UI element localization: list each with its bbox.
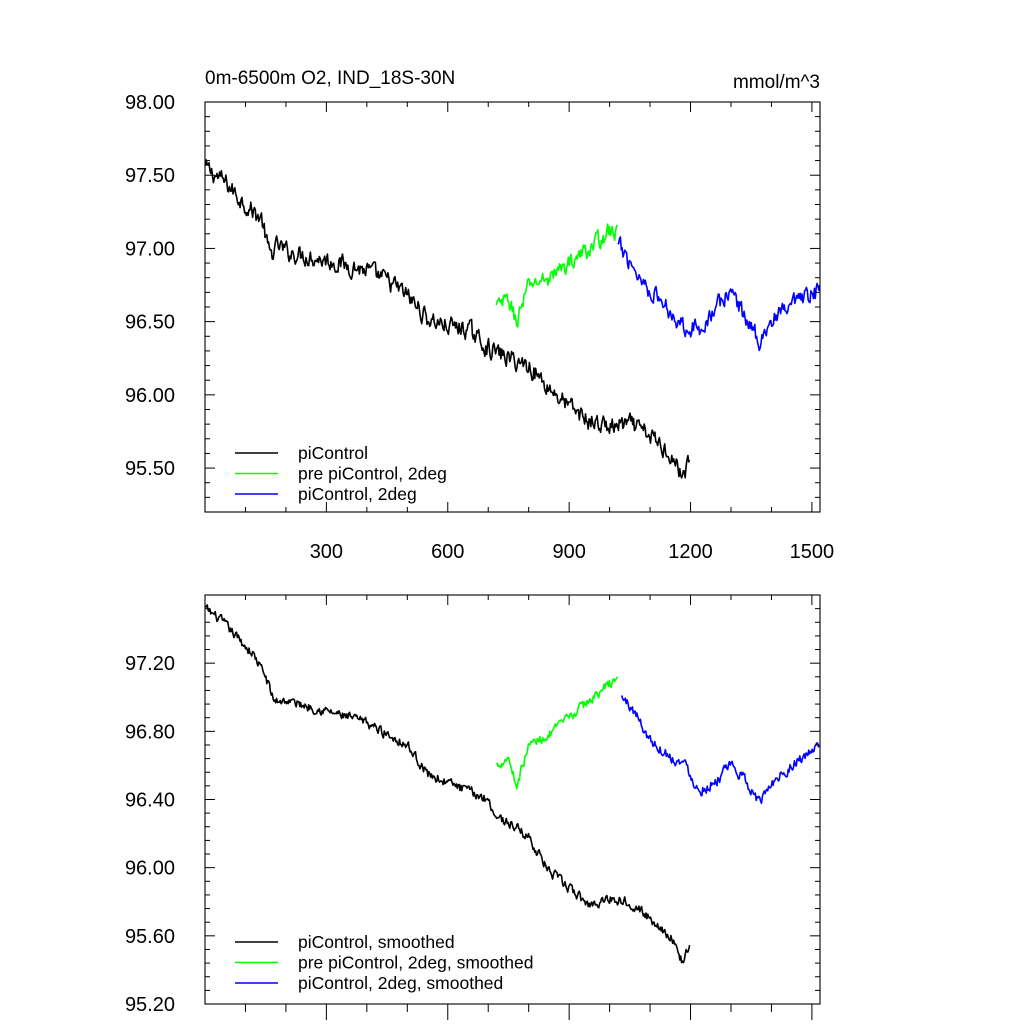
y-tick-label: 95.60 <box>125 926 175 948</box>
series-line-3 <box>617 236 820 352</box>
y-tick-label: 96.80 <box>125 721 175 743</box>
series-line-2 <box>495 223 619 328</box>
y-tick-label: 97.50 <box>125 165 175 187</box>
chart-title: 0m-6500m O2, IND_18S-30N <box>205 68 455 89</box>
y-tick-label: 96.00 <box>125 385 175 407</box>
bottom-panel: 95.20 95.60 96.00 96.40 96.80 97.20 piControl,… <box>125 594 821 1020</box>
y-tick-label: 97.20 <box>125 653 175 675</box>
x-tick-label: 1500 <box>790 541 835 563</box>
top-panel: 95.50 96.00 96.50 97.00 97.50 98.00 300 600 900 1… <box>125 68 834 563</box>
x-tick-label: 900 <box>552 541 585 563</box>
series-line-2 <box>495 676 619 790</box>
x-tick-label: 1200 <box>668 541 713 563</box>
x-tick-label: 600 <box>431 541 464 563</box>
series-line-1 <box>205 604 691 964</box>
y-tick-label: 95.50 <box>125 458 175 480</box>
legend-label: piControl, smoothed <box>298 932 455 952</box>
y-tick-label: 96.50 <box>125 312 175 334</box>
y-tick-label: 95.20 <box>125 994 175 1016</box>
x-tick-label: 300 <box>310 541 343 563</box>
y-tick-label: 96.40 <box>125 790 175 812</box>
units-label: mmol/m^3 <box>733 72 820 93</box>
legend-label: piControl, 2deg <box>298 484 417 504</box>
series-group <box>205 159 820 479</box>
y-tick-label: 97.00 <box>125 238 175 260</box>
legend-label: pre piControl, 2deg, smoothed <box>298 953 533 973</box>
y-tick-label: 96.00 <box>125 858 175 880</box>
legend-label: piControl, 2deg, smoothed <box>298 973 503 993</box>
legend-label: piControl <box>298 443 368 463</box>
series-group <box>205 604 820 964</box>
legend-label: pre piControl, 2deg <box>298 464 447 484</box>
series-line-3 <box>620 695 820 805</box>
series-line-1 <box>205 159 691 479</box>
y-tick-label: 98.00 <box>125 92 175 114</box>
